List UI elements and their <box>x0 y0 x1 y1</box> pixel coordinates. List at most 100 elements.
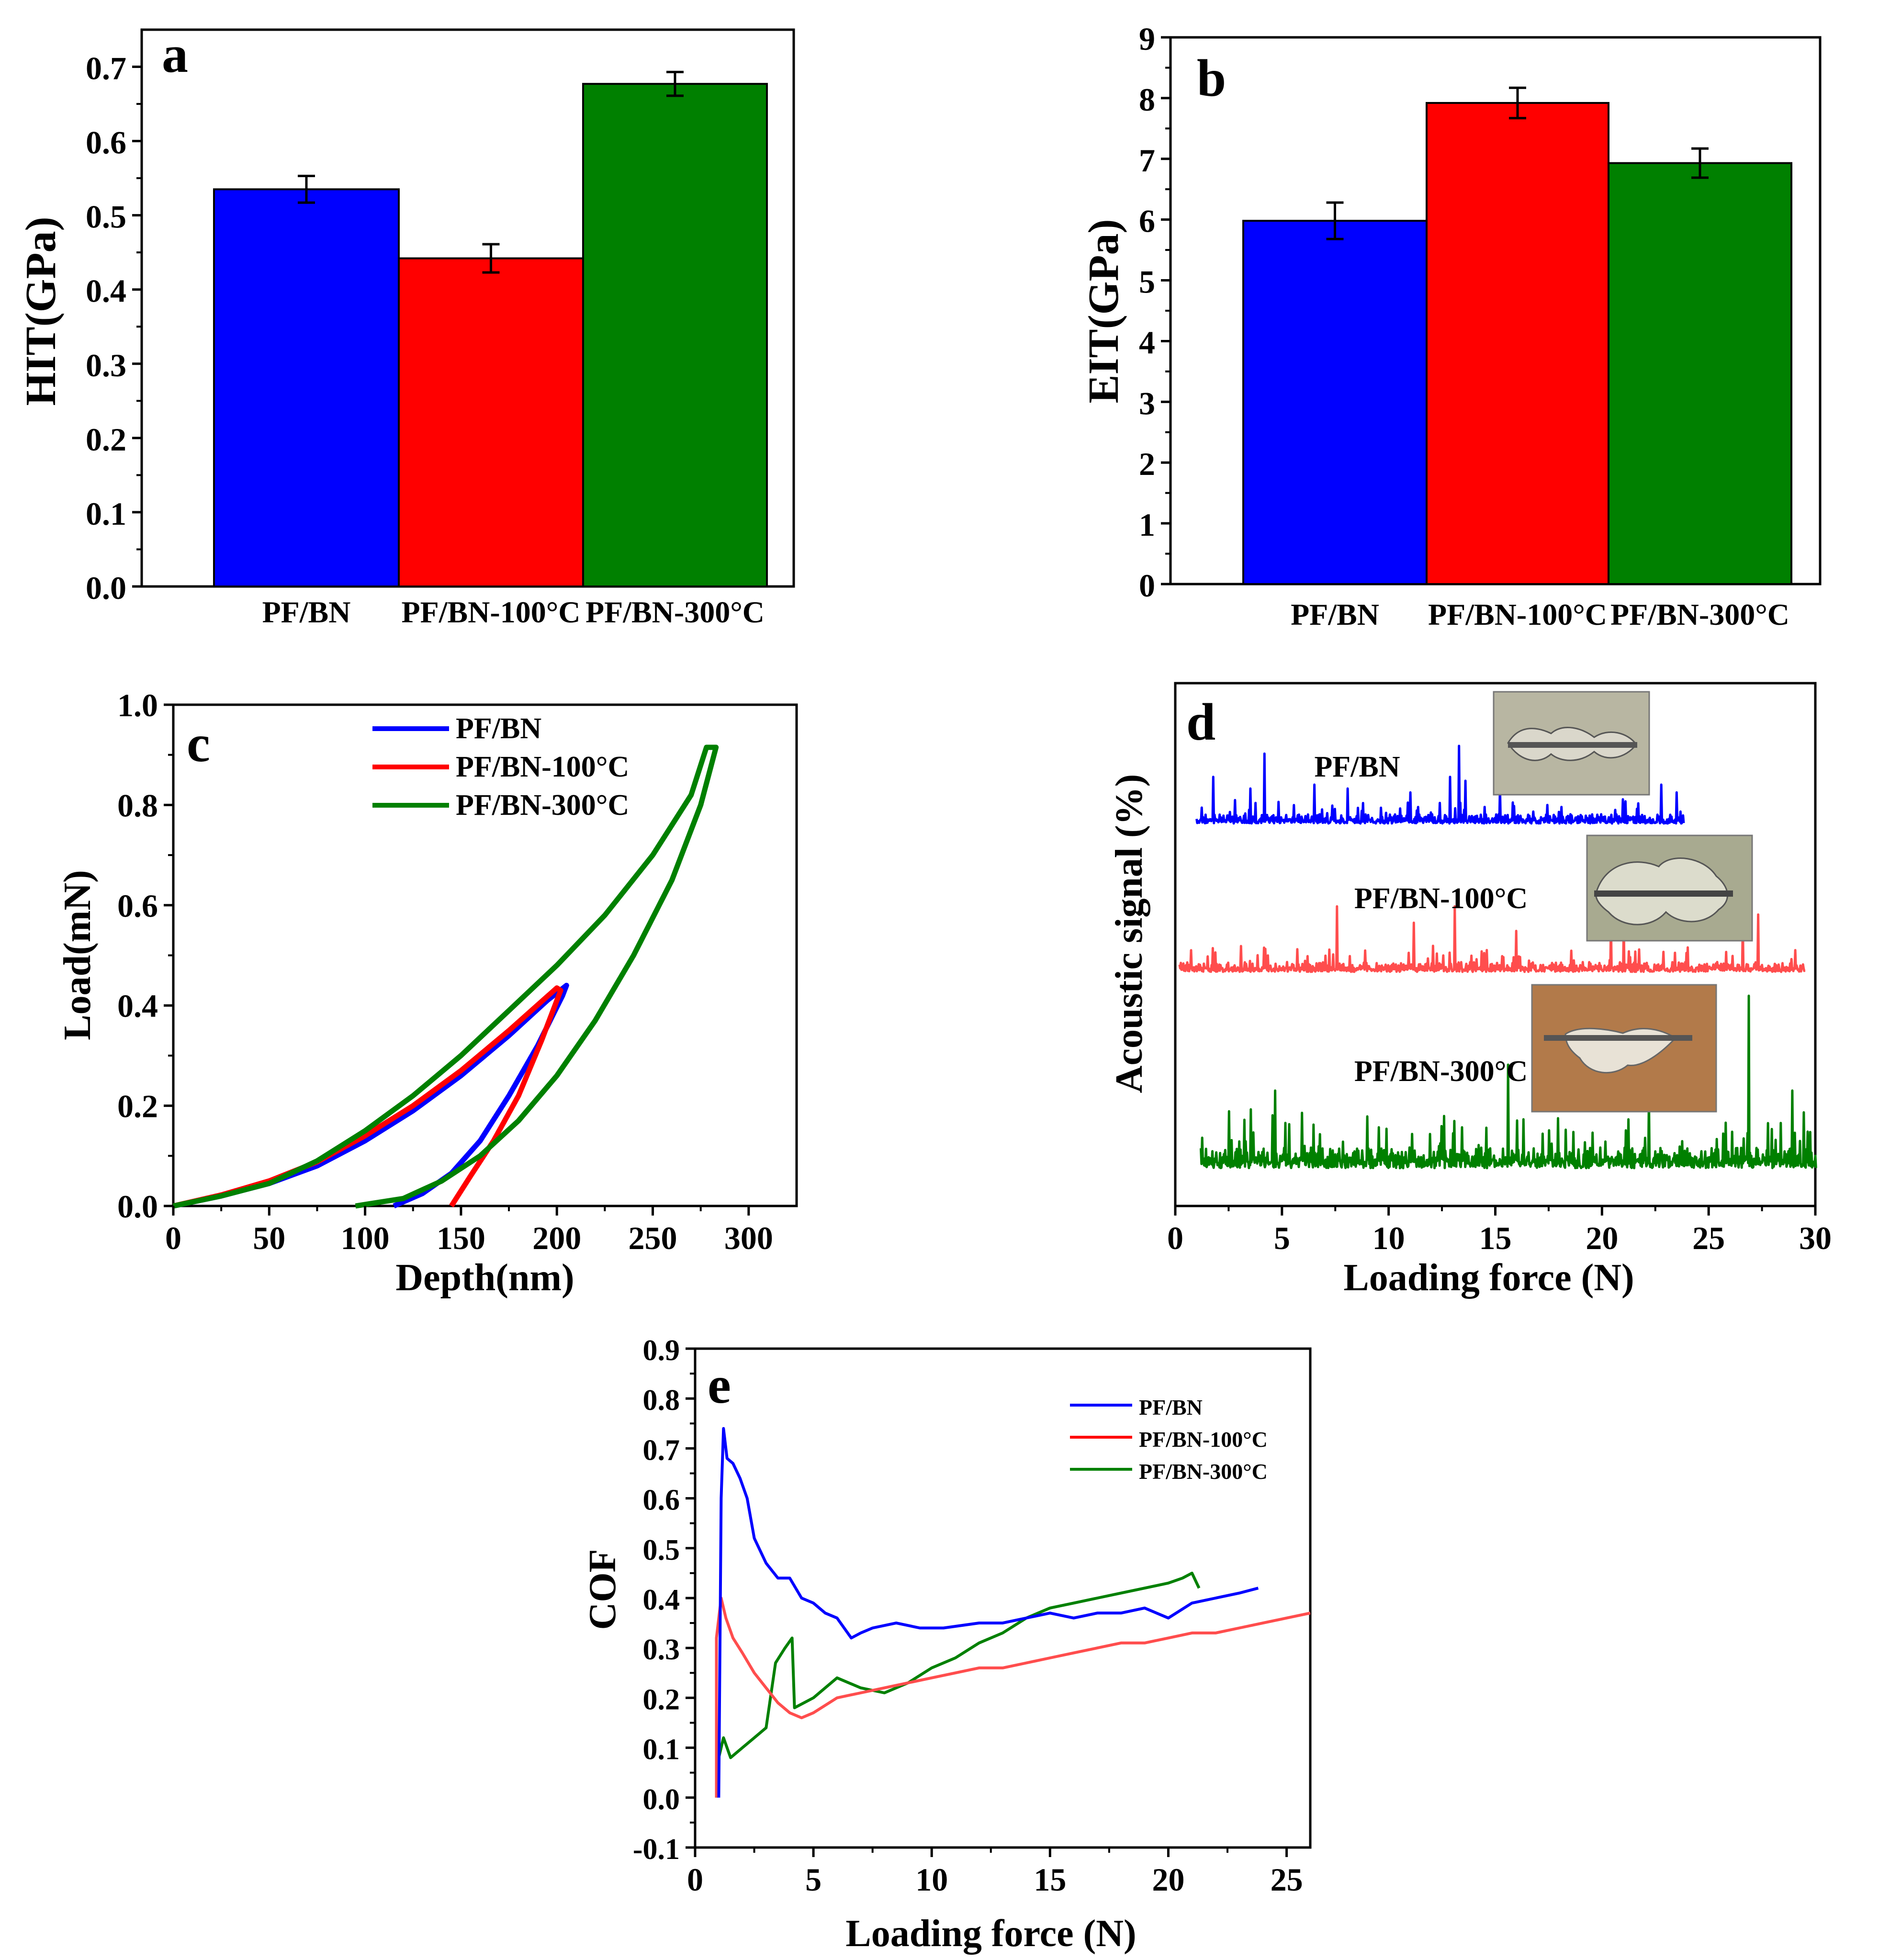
category-label-1: PF/BN-100°C <box>1428 597 1607 631</box>
cof-curve-1 <box>715 1597 1311 1798</box>
y-tick-label-7: 7 <box>1139 142 1155 179</box>
y-tick-label-2: 2 <box>1139 446 1155 482</box>
y-tick-label-0: 0.0 <box>86 570 126 606</box>
category-label-2: PF/BN-300°C <box>1610 597 1789 631</box>
y-tick-label-6: 0.6 <box>86 124 126 161</box>
cof-curve-2 <box>715 1571 1201 1798</box>
panel-b-category-labels: PF/BN PF/BN-100°C PF/BN-300°C <box>1291 597 1789 631</box>
legend-label-2: PF/BN-300°C <box>1139 1459 1268 1484</box>
panel-c-load-depth-chart: 0 50 100 150 200 250 300 0.0 0.2 0.4 0.6 0.8 1.0 PF… <box>56 687 798 1299</box>
y-tick-label-8: 0.7 <box>643 1434 680 1466</box>
y-tick-label-9: 0.8 <box>643 1384 680 1417</box>
legend-label-1: PF/BN-100°C <box>456 751 629 783</box>
y-tick-label-5: 0.5 <box>86 199 126 235</box>
y-tick-label-3: 0.3 <box>86 347 126 383</box>
y-tick-label-4: 4 <box>1139 324 1155 360</box>
acoustic-series-label-2: PF/BN-300°C <box>1354 1055 1528 1088</box>
x-tick-label-2: 10 <box>915 1861 948 1898</box>
panel-e-cof-chart: 0 5 10 15 20 25 -0.1 0.0 0.1 0.2 0.3 0.4 0.5 0.6 0.7 0… <box>582 1334 1312 1955</box>
y-tick-label-5: 5 <box>1139 264 1155 300</box>
y-tick-label-5: 1.0 <box>117 687 158 723</box>
panel-b-y-axis-title: EIT(GPa) <box>1080 219 1127 403</box>
y-tick-label-8: 8 <box>1139 81 1155 118</box>
legend-label-0: PF/BN <box>1139 1395 1203 1419</box>
y-tick-label-2: 0.4 <box>117 988 158 1024</box>
y-tick-label-3: 0.6 <box>117 888 158 924</box>
panel-a-bars <box>213 83 768 588</box>
x-tick-label-1: 50 <box>253 1220 285 1256</box>
y-tick-label-0: -0.1 <box>633 1833 680 1866</box>
bar-1 <box>1426 102 1609 586</box>
panel-d-acoustic-signal-chart: 0 5 10 15 20 25 30 PF/BN PF/BN-100°C PF/BN-300°C… <box>1108 682 1832 1299</box>
panel-b-eit-bar-chart: 0 1 2 3 4 5 6 7 8 9 PF/BN PF/BN-100°C PF/BN-300°C b… <box>1080 21 1822 631</box>
y-tick-label-4: 0.4 <box>86 273 126 309</box>
x-tick-label-5: 25 <box>1692 1220 1725 1256</box>
x-tick-label-4: 20 <box>1586 1220 1618 1256</box>
y-tick-label-1: 0.0 <box>643 1783 680 1816</box>
y-tick-label-6: 0.5 <box>643 1534 680 1566</box>
y-tick-label-6: 6 <box>1139 203 1155 239</box>
y-tick-label-0: 0.0 <box>117 1188 158 1225</box>
bar-1 <box>398 257 584 587</box>
y-tick-label-3: 3 <box>1139 385 1155 421</box>
y-tick-label-10: 0.9 <box>643 1334 680 1367</box>
legend-label-2: PF/BN-300°C <box>456 789 629 822</box>
y-tick-label-2: 0.2 <box>86 421 126 458</box>
panel-d-x-axis-title: Loading force (N) <box>1343 1257 1634 1299</box>
panel-e-y-axis-title: COF <box>582 1549 624 1630</box>
y-tick-label-4: 0.8 <box>117 787 158 823</box>
x-tick-label-1: 5 <box>805 1861 821 1898</box>
x-tick-label-3: 15 <box>1479 1220 1512 1256</box>
load-depth-curve-1 <box>172 985 563 1209</box>
acoustic-series-label-1: PF/BN-100°C <box>1354 882 1528 915</box>
bar-2 <box>582 83 768 588</box>
panel-b-y-ticks: 0 1 2 3 4 5 6 7 8 9 <box>1139 21 1170 604</box>
load-depth-curve-2 <box>172 744 719 1209</box>
acoustic-trace-2 <box>1200 994 1817 1170</box>
panel-c-label: c <box>187 714 210 773</box>
x-tick-label-5: 250 <box>629 1220 677 1256</box>
bar-0 <box>1242 220 1428 585</box>
bar-2 <box>1608 162 1792 586</box>
x-tick-label-5: 25 <box>1271 1861 1303 1898</box>
panel-e-lines <box>715 1427 1311 1798</box>
load-depth-curve-0 <box>172 982 569 1209</box>
panel-c-x-axis-title: Depth(nm) <box>395 1257 574 1299</box>
category-label-0: PF/BN <box>1291 597 1379 631</box>
panel-c-y-axis-title: Load(mN) <box>56 870 99 1040</box>
y-tick-label-5: 0.4 <box>643 1584 680 1616</box>
bar-0 <box>213 188 400 588</box>
panel-e-legend: PF/BN PF/BN-100°C PF/BN-300°C <box>1070 1395 1268 1484</box>
x-tick-label-4: 20 <box>1152 1861 1184 1898</box>
panel-e-label: e <box>708 1356 731 1414</box>
panel-a-y-ticks: 0.0 0.1 0.2 0.3 0.4 0.5 0.6 0.7 <box>86 50 142 606</box>
panel-d-micrograph-inset-1 <box>1493 691 1650 796</box>
acoustic-series-label-0: PF/BN <box>1314 751 1400 783</box>
category-label-2: PF/BN-300°C <box>585 595 765 629</box>
panel-d-x-ticks: 0 5 10 15 20 25 30 <box>1167 1206 1832 1256</box>
y-tick-label-1: 0.2 <box>117 1088 158 1125</box>
panel-a-category-labels: PF/BN PF/BN-100°C PF/BN-300°C <box>262 595 765 629</box>
category-label-1: PF/BN-100°C <box>402 595 581 629</box>
x-tick-label-0: 0 <box>165 1220 181 1256</box>
x-tick-label-6: 300 <box>724 1220 773 1256</box>
y-tick-label-4: 0.3 <box>643 1633 680 1666</box>
x-tick-label-2: 100 <box>341 1220 390 1256</box>
panel-d-micrograph-inset-2 <box>1586 834 1753 942</box>
panel-d-series-labels: PF/BN PF/BN-100°C PF/BN-300°C <box>1314 751 1528 1088</box>
y-tick-label-7: 0.7 <box>86 50 126 87</box>
x-tick-label-4: 200 <box>532 1220 581 1256</box>
x-tick-label-0: 0 <box>687 1861 703 1898</box>
panel-c-legend: PF/BN PF/BN-100°C PF/BN-300°C <box>372 712 629 822</box>
panel-a-y-axis-title: HIT(GPa) <box>17 217 65 406</box>
acoustic-trace-0 <box>1195 744 1685 825</box>
x-tick-label-3: 150 <box>437 1220 485 1256</box>
panel-c-x-ticks: 0 50 100 150 200 250 300 <box>165 1206 773 1256</box>
panel-a-error-bars <box>298 70 684 274</box>
y-tick-label-3: 0.2 <box>643 1683 680 1716</box>
y-tick-label-2: 0.1 <box>643 1734 680 1766</box>
panel-e-x-axis-title: Loading force (N) <box>845 1913 1136 1955</box>
panel-b-error-bars <box>1326 86 1709 240</box>
panel-b-bars <box>1242 102 1792 586</box>
